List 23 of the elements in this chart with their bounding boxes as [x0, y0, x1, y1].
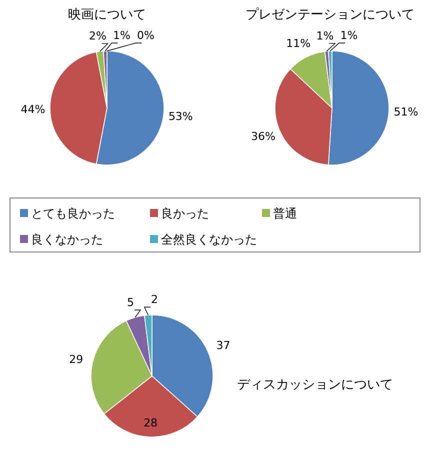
data-label: 5: [126, 296, 134, 310]
legend-label: 全然良くなかった: [161, 232, 257, 246]
data-label: 1%: [340, 29, 358, 42]
legend-label: 普通: [273, 206, 297, 220]
data-label: 53%: [168, 110, 193, 123]
data-label: 2%: [89, 30, 106, 43]
data-label: 28: [144, 416, 158, 430]
text: 0%: [137, 29, 154, 42]
data-label: 36%: [250, 130, 276, 144]
data-label: 37: [216, 339, 230, 352]
legend-label: とても良かった: [31, 206, 115, 220]
data-label: 1%: [316, 29, 334, 42]
data-label: 11%: [286, 37, 311, 50]
legend-label: 良くなかった: [31, 232, 103, 246]
data-label: 44%: [20, 103, 46, 116]
chart-title: プレゼンテーションについて: [246, 8, 414, 23]
legend-label: 良かった: [161, 206, 209, 220]
data-label: 1%: [113, 29, 130, 42]
text: ディスカッションについて: [237, 378, 393, 393]
data-label: 2: [150, 293, 158, 306]
data-label: 29: [69, 352, 84, 366]
chart-title: 映画について: [68, 8, 146, 23]
data-label: 51%: [394, 105, 418, 118]
